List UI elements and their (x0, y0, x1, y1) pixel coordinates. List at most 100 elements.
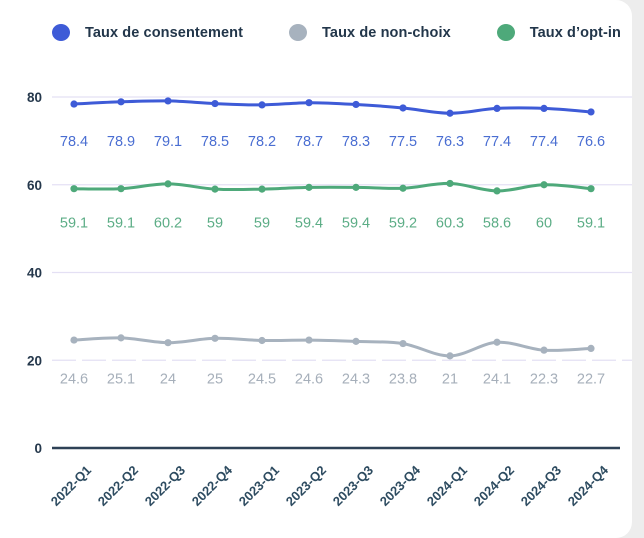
data-point[interactable] (399, 184, 407, 192)
data-point[interactable] (352, 337, 360, 345)
data-label: 22.3 (530, 371, 558, 387)
data-label: 24.6 (295, 371, 323, 387)
data-label: 77.4 (483, 134, 511, 150)
x-axis-labels: 2022-Q1 2022-Q2 2022-Q3 2022-Q4 2023-Q1 2023-… (48, 462, 612, 509)
data-point[interactable] (446, 109, 454, 117)
svg-text:2022-Q3: 2022-Q3 (142, 463, 188, 509)
svg-text:0: 0 (34, 441, 42, 456)
data-label: 21 (442, 371, 458, 387)
data-label: 22.7 (577, 371, 605, 387)
svg-text:2022-Q1: 2022-Q1 (48, 463, 94, 509)
svg-text:80: 80 (27, 90, 42, 105)
data-label: 76.3 (436, 134, 464, 150)
data-point[interactable] (446, 352, 454, 360)
data-point[interactable] (399, 104, 407, 112)
data-point[interactable] (352, 100, 360, 109)
data-label: 59.4 (342, 216, 370, 232)
data-point[interactable] (70, 336, 78, 344)
data-point[interactable] (493, 338, 501, 346)
data-point[interactable] (164, 97, 172, 105)
data-point[interactable] (446, 179, 454, 188)
svg-text:2023-Q3: 2023-Q3 (330, 463, 376, 509)
data-point[interactable] (117, 334, 125, 342)
data-label: 77.5 (389, 134, 417, 150)
data-point[interactable] (211, 334, 219, 342)
data-point[interactable] (117, 185, 125, 193)
svg-text:20: 20 (27, 353, 42, 368)
data-label: 60.2 (154, 216, 182, 232)
data-point[interactable] (587, 185, 595, 193)
legend-dot-icon (289, 24, 308, 41)
series-taux-d-opt-in[interactable]: 59.1 59.1 60.2 59 59 59.4 59.4 59.2 60.3 58.6 60 59… (60, 179, 605, 232)
svg-text:2022-Q4: 2022-Q4 (189, 462, 236, 509)
data-point[interactable] (540, 181, 548, 189)
data-point[interactable] (70, 185, 78, 193)
data-label: 59.1 (60, 216, 88, 232)
svg-text:2024-Q1: 2024-Q1 (424, 463, 470, 509)
data-point[interactable] (587, 108, 595, 116)
data-label: 77.4 (530, 134, 558, 150)
legend-label: Taux de consentement (85, 24, 244, 41)
data-point[interactable] (540, 346, 548, 354)
data-label: 59 (207, 216, 223, 232)
svg-text:2024-Q2: 2024-Q2 (471, 463, 517, 509)
data-label: 59 (254, 216, 270, 232)
y-axis-labels: 0 20 40 60 80 (27, 90, 42, 456)
data-label: 78.9 (107, 134, 135, 150)
svg-text:2023-Q4: 2023-Q4 (377, 462, 424, 509)
series-taux-de-non-choix[interactable]: 24.6 25.1 24 25 24.5 24.6 24.3 23.8 21 24.1 22.3 22… (60, 334, 605, 387)
data-label: 24.5 (248, 371, 276, 387)
data-point[interactable] (258, 101, 266, 109)
data-label: 24.6 (60, 371, 88, 387)
data-point[interactable] (258, 185, 266, 193)
data-label: 78.5 (201, 134, 229, 150)
legend: Taux de consentement Taux de non-choix Tau… (52, 24, 621, 41)
data-label: 60 (536, 216, 552, 232)
svg-text:2024-Q4: 2024-Q4 (565, 462, 612, 509)
data-point[interactable] (164, 180, 172, 188)
data-label: 76.6 (577, 134, 605, 150)
svg-text:2024-Q3: 2024-Q3 (518, 463, 564, 509)
svg-text:2022-Q2: 2022-Q2 (95, 463, 141, 509)
data-point[interactable] (211, 185, 219, 193)
svg-text:40: 40 (27, 266, 42, 281)
data-point[interactable] (587, 344, 595, 353)
data-point[interactable] (493, 104, 501, 113)
data-point[interactable] (493, 187, 501, 195)
data-label: 59.2 (389, 216, 417, 232)
data-label: 24.3 (342, 371, 370, 387)
legend-dot-icon (496, 24, 515, 41)
data-point[interactable] (399, 339, 407, 348)
data-label: 25 (207, 371, 223, 387)
legend-dot-icon (52, 24, 70, 41)
data-point[interactable] (164, 339, 172, 347)
legend-label: Taux de non-choix (322, 24, 451, 41)
series-line (72, 181, 593, 193)
legend-item-taux-d-opt-in[interactable]: Taux d’opt-in (496, 24, 621, 41)
data-point[interactable] (305, 336, 313, 344)
svg-text:2023-Q1: 2023-Q1 (236, 463, 282, 509)
data-point[interactable] (117, 98, 125, 106)
data-label: 58.6 (483, 216, 511, 232)
data-label: 78.2 (248, 134, 276, 150)
series-line (72, 99, 593, 115)
series-line (72, 336, 593, 358)
data-point[interactable] (211, 99, 219, 108)
data-label: 24 (160, 371, 176, 387)
data-label: 79.1 (154, 134, 182, 150)
legend-item-taux-de-non-choix[interactable]: Taux de non-choix (289, 24, 451, 41)
series-taux-de-consentement[interactable]: 78.4 78.9 79.1 78.5 78.2 78.7 78.3 77.5 76.3 77.4… (60, 97, 605, 150)
data-point[interactable] (305, 99, 313, 107)
data-label: 59.1 (577, 216, 605, 232)
data-label: 59.1 (107, 216, 135, 232)
data-point[interactable] (305, 183, 313, 191)
data-label: 60.3 (436, 216, 464, 232)
data-point[interactable] (70, 100, 78, 108)
legend-item-taux-de-consentement[interactable]: Taux de consentement (52, 24, 243, 41)
data-label: 78.3 (342, 134, 370, 150)
data-point[interactable] (352, 183, 360, 191)
data-point[interactable] (540, 104, 548, 113)
data-point[interactable] (258, 336, 266, 345)
svg-text:2023-Q2: 2023-Q2 (283, 463, 329, 509)
